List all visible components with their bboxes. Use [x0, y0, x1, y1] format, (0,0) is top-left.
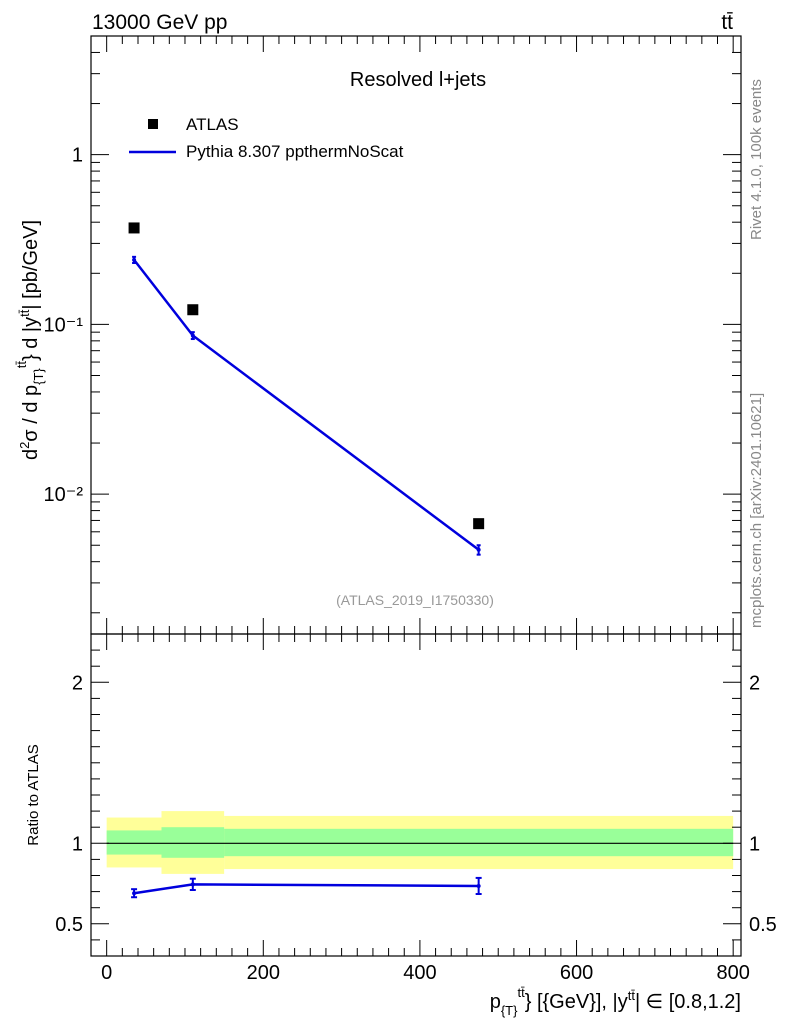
- main-data-layer: [128, 222, 485, 556]
- ratio-band-segment: [224, 828, 734, 857]
- legend: ATLAS Pythia 8.307 ppthermNoScat: [129, 115, 404, 161]
- ratio-y-tick-label: 0.5: [55, 914, 83, 936]
- panel-title: Resolved l+jets: [350, 69, 486, 91]
- svg-text:d2σ / d p{T}tt̄} d |ytt̄| [pb/: d2σ / d p{T}tt̄} d |ytt̄| [pb/GeV]: [14, 220, 46, 460]
- ratio-y-tick-label: 2: [72, 672, 83, 694]
- main-y-tick-label: 1: [72, 145, 83, 167]
- pythia-series-line: [133, 259, 480, 551]
- ratio-y-axis-label: Ratio to ATLAS: [25, 744, 42, 845]
- atlas-data-point: [128, 222, 140, 234]
- ratio-uncertainty-bands: [106, 811, 734, 874]
- header-energy-label: 13000 GeV pp: [92, 11, 227, 34]
- ratio-point: [132, 891, 137, 896]
- ratio-data-layer: [131, 876, 482, 899]
- legend-atlas-marker: [148, 119, 158, 129]
- pythia-point: [132, 257, 137, 262]
- legend-pythia-label: Pythia 8.307 ppthermNoScat: [186, 142, 404, 161]
- main-axis-ticks: [91, 35, 741, 634]
- ratio-point: [476, 883, 481, 888]
- mcplots-label: mcplots.cern.ch [arXiv:2401.10621]: [748, 393, 765, 628]
- ratio-y-tick-label-right: 0.5: [749, 914, 777, 936]
- x-tick-label: 0: [101, 962, 112, 984]
- x-tick-label: 600: [560, 962, 593, 984]
- main-panel: 1 10⁻¹ 10⁻² Resolved l+jets (ATLAS_2019_I1…: [14, 35, 742, 635]
- x-tick-label: 200: [247, 962, 280, 984]
- ratio-point: [190, 882, 195, 887]
- ratio-y-tick-label-right: 2: [749, 672, 760, 694]
- ratio-y-tick-labels: 0.5 0.5 1 1 2 2: [55, 672, 777, 936]
- ratio-band-segment: [106, 830, 162, 855]
- analysis-watermark: (ATLAS_2019_I1750330): [336, 592, 494, 608]
- ratio-axis-ticks: [91, 634, 741, 956]
- ratio-panel: 0.5 0.5 1 1 2 2 0 200 400 600 800 Ratio to ATLAS: [25, 633, 777, 984]
- main-y-axis-label: d2σ / d p{T}tt̄} d |ytt̄| [pb/GeV]: [14, 220, 46, 460]
- rivet-version-label: Rivet 4.1.0, 100k events: [748, 79, 765, 240]
- pythia-point: [190, 333, 195, 338]
- ratio-series-line: [133, 883, 479, 895]
- ratio-y-tick-label-right: 1: [749, 833, 760, 855]
- pythia-point: [476, 547, 481, 552]
- main-y-tick-label: 10⁻²: [44, 484, 84, 506]
- ratio-frame: [90, 633, 742, 957]
- x-axis-label: p{T}tt̄} [{GeV}], |ytt̄| ∈ [0.8,1.2]: [490, 985, 741, 1018]
- header-process-label: tt̄: [721, 11, 733, 34]
- x-tick-label: 400: [403, 962, 436, 984]
- x-tick-label: 800: [716, 962, 749, 984]
- main-y-tick-labels: 1 10⁻¹ 10⁻²: [44, 145, 84, 506]
- ratio-y-tick-label: 1: [72, 833, 83, 855]
- svg-text:p{T}tt̄} [{GeV}], |ytt̄| ∈ [0.: p{T}tt̄} [{GeV}], |ytt̄| ∈ [0.8,1.2]: [490, 985, 741, 1018]
- atlas-data-point: [187, 304, 199, 316]
- main-y-tick-label: 10⁻¹: [44, 314, 84, 336]
- ratio-band-segment: [161, 827, 225, 858]
- atlas-data-point: [473, 518, 485, 530]
- legend-atlas-label: ATLAS: [186, 115, 239, 134]
- x-tick-labels: 0 200 400 600 800: [101, 962, 750, 984]
